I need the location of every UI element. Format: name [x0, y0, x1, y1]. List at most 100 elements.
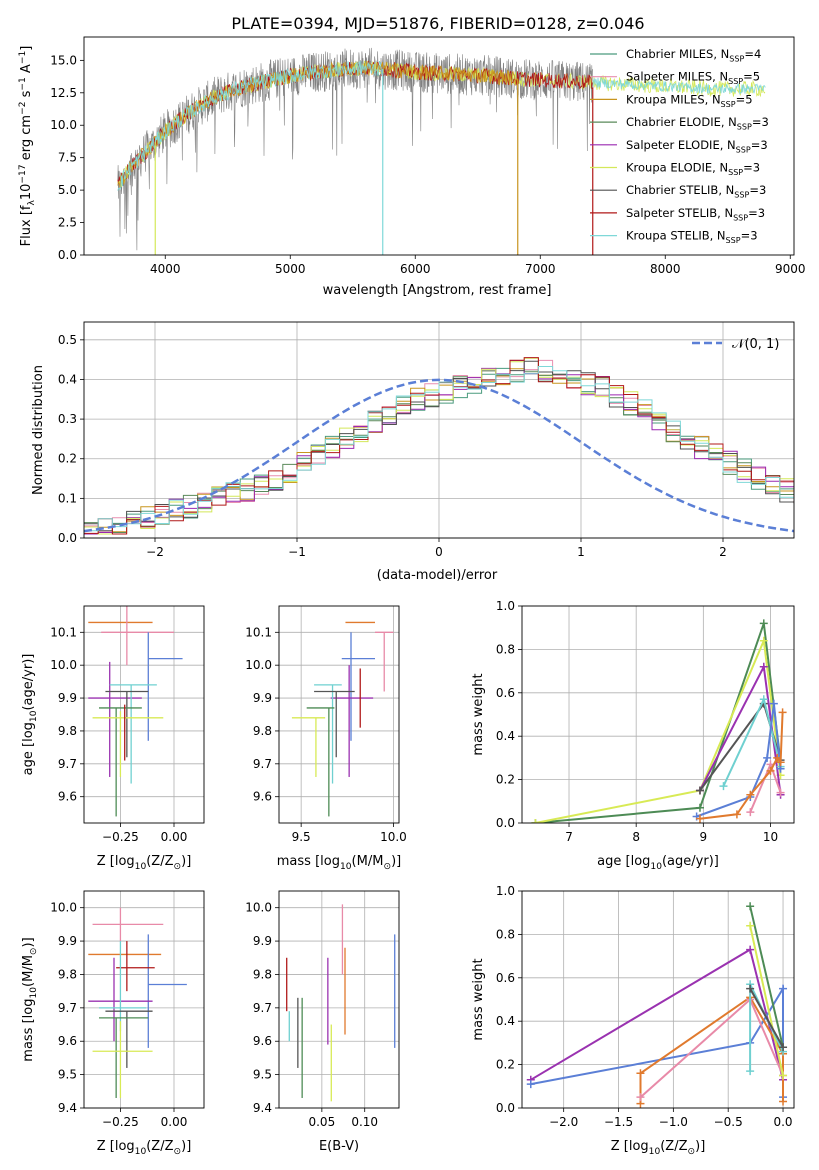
- label-part: Z [log: [97, 854, 135, 869]
- weight-point: [769, 699, 778, 708]
- x-tick-label: 10: [763, 830, 778, 844]
- weight-point: [776, 788, 785, 797]
- label-part: )]: [695, 1139, 705, 1154]
- y-axis-label: mass weight: [471, 673, 486, 755]
- axes-frame: [278, 605, 400, 824]
- x-tick-label: −0.25: [102, 1115, 139, 1129]
- weight-point: [531, 819, 540, 823]
- label-part: =3: [752, 115, 769, 129]
- y-tick-label: 0.6: [496, 971, 515, 985]
- y-tick-label: 9.4: [253, 1101, 272, 1115]
- label-part: mass [log: [21, 999, 36, 1062]
- label-part: SSP: [728, 77, 743, 86]
- label-part: (Z/Z: [660, 1139, 687, 1154]
- label-part: Kroupa MILES, N: [626, 92, 721, 106]
- x-tick-label: 6000: [400, 262, 431, 276]
- label-part: =3: [748, 206, 765, 220]
- y-tick-label: 9.7: [253, 1001, 272, 1015]
- weight-series: [749, 988, 784, 1048]
- x-axis-label: wavelength [Angstrom, rest frame]: [323, 283, 552, 298]
- label-part: )]: [181, 854, 191, 869]
- y-tick-label: 0.4: [58, 372, 77, 386]
- weight-point: [636, 1093, 645, 1102]
- x-tick-label: 9: [700, 830, 708, 844]
- y-tick-label: 0.0: [58, 248, 77, 262]
- age-vs-mass-panel: 9.5 10.0 9.6 9.7 9.8 9.9 10.0 10.1 mass [log10(M…: [245, 605, 407, 872]
- label-part: ⊙: [174, 1147, 182, 1157]
- x-axis-label: Z [log10(Z/Z⊙)]: [97, 854, 192, 872]
- y-tick-label: 9.7: [58, 1001, 77, 1015]
- y-tick-label: 0.4: [496, 729, 515, 743]
- label-part: Z [log: [611, 1139, 649, 1154]
- legend-entry: Chabrier ELODIE, NSSP=3: [626, 115, 769, 131]
- plot-area: [286, 904, 396, 1102]
- y-axis-label: Flux [fλ10−17 erg cm−2 s−1 A−1]: [18, 46, 37, 247]
- weight-point: [746, 945, 755, 954]
- residual-histogram-panel: −2 −1 0 1 2 0.0 0.1 0.2 0.3 0.4 0.5 (data-model)/er…: [31, 321, 795, 583]
- y-tick-label: 9.8: [58, 967, 77, 981]
- label-part: (M/M: [352, 854, 384, 869]
- x-tick-label: 2: [719, 545, 727, 559]
- model-spectrum: [117, 61, 518, 188]
- x-tick-label: 0.05: [308, 1115, 335, 1129]
- y-axis-label: mass [log10(M/M⊙)]: [21, 937, 39, 1061]
- spectrum-title: PLATE=0394, MJD=51876, FIBERID=0128, z=0…: [231, 14, 644, 33]
- y-tick-label: 12.5: [50, 86, 77, 100]
- label-part: =3: [751, 138, 768, 152]
- label-part: =5: [736, 92, 753, 106]
- x-axis-label: mass [log10(M/M⊙)]: [277, 854, 401, 872]
- axes-frame: [521, 890, 795, 1109]
- y-tick-label: 1.0: [496, 884, 515, 898]
- y-tick-label: 9.4: [58, 1101, 77, 1115]
- label-part: SSP: [734, 191, 749, 200]
- x-tick-label: 1: [577, 545, 585, 559]
- label-part: age [log: [21, 722, 36, 775]
- y-tick-label: 9.7: [58, 757, 77, 771]
- label-part: Flux [f: [19, 205, 34, 246]
- y-tick-label: 9.5: [58, 1068, 77, 1082]
- weight-point: [766, 766, 775, 775]
- axes-frame: [83, 36, 795, 256]
- legend-entry: Salpeter ELODIE, NSSP=3: [626, 138, 768, 154]
- weight-series: [749, 905, 784, 1048]
- label-part: ⊙: [688, 1147, 696, 1157]
- y-tick-label: 0.6: [496, 686, 515, 700]
- x-tick-label: −2: [146, 545, 164, 559]
- label-part: 10: [29, 987, 39, 999]
- label-part: 10: [135, 1147, 147, 1157]
- mass-vs-metallicity-panel: −0.25 0.009.49.59.69.79.89.910.0Z [log10(…: [21, 890, 205, 1157]
- weight-point: [746, 921, 755, 930]
- weight-point: [695, 814, 704, 823]
- axes-frame: [278, 890, 400, 1109]
- legend-entry: Kroupa ELODIE, NSSP=3: [626, 161, 760, 177]
- legend-entry: 𝒩(0, 1): [732, 337, 779, 352]
- weight-series: [535, 623, 782, 823]
- label-part: ]: [19, 46, 34, 51]
- weight-point: [773, 753, 782, 762]
- label-part: SSP: [733, 213, 748, 222]
- label-part: SSP: [737, 123, 752, 132]
- label-part: Salpeter ELODIE, N: [626, 138, 736, 152]
- label-part: age [log: [597, 854, 650, 869]
- legend-entry: Salpeter STELIB, NSSP=3: [626, 206, 765, 222]
- y-tick-label: 9.6: [58, 790, 77, 804]
- x-tick-label: −1.0: [659, 1115, 688, 1129]
- weight-point: [746, 1067, 755, 1076]
- weight-point: [759, 636, 768, 645]
- x-tick-label: 0.10: [351, 1115, 378, 1129]
- observed-spectrum: [117, 47, 593, 251]
- legend-entry: Chabrier STELIB, NSSP=3: [626, 183, 766, 199]
- legend-entry: Kroupa STELIB, NSSP=3: [626, 229, 758, 245]
- label-part: Kroupa STELIB, N: [626, 229, 726, 243]
- x-tick-label: 0: [435, 545, 443, 559]
- label-part: Salpeter MILES, N: [626, 70, 728, 84]
- y-tick-label: 0.8: [496, 642, 515, 656]
- label-part: Z [log: [97, 1139, 135, 1154]
- y-tick-label: 0.2: [496, 1058, 515, 1072]
- label-part: =3: [741, 229, 758, 243]
- y-tick-label: 0.2: [496, 773, 515, 787]
- y-axis-label: mass weight: [471, 958, 486, 1040]
- label-part: A: [19, 64, 34, 77]
- label-part: 10: [19, 184, 34, 201]
